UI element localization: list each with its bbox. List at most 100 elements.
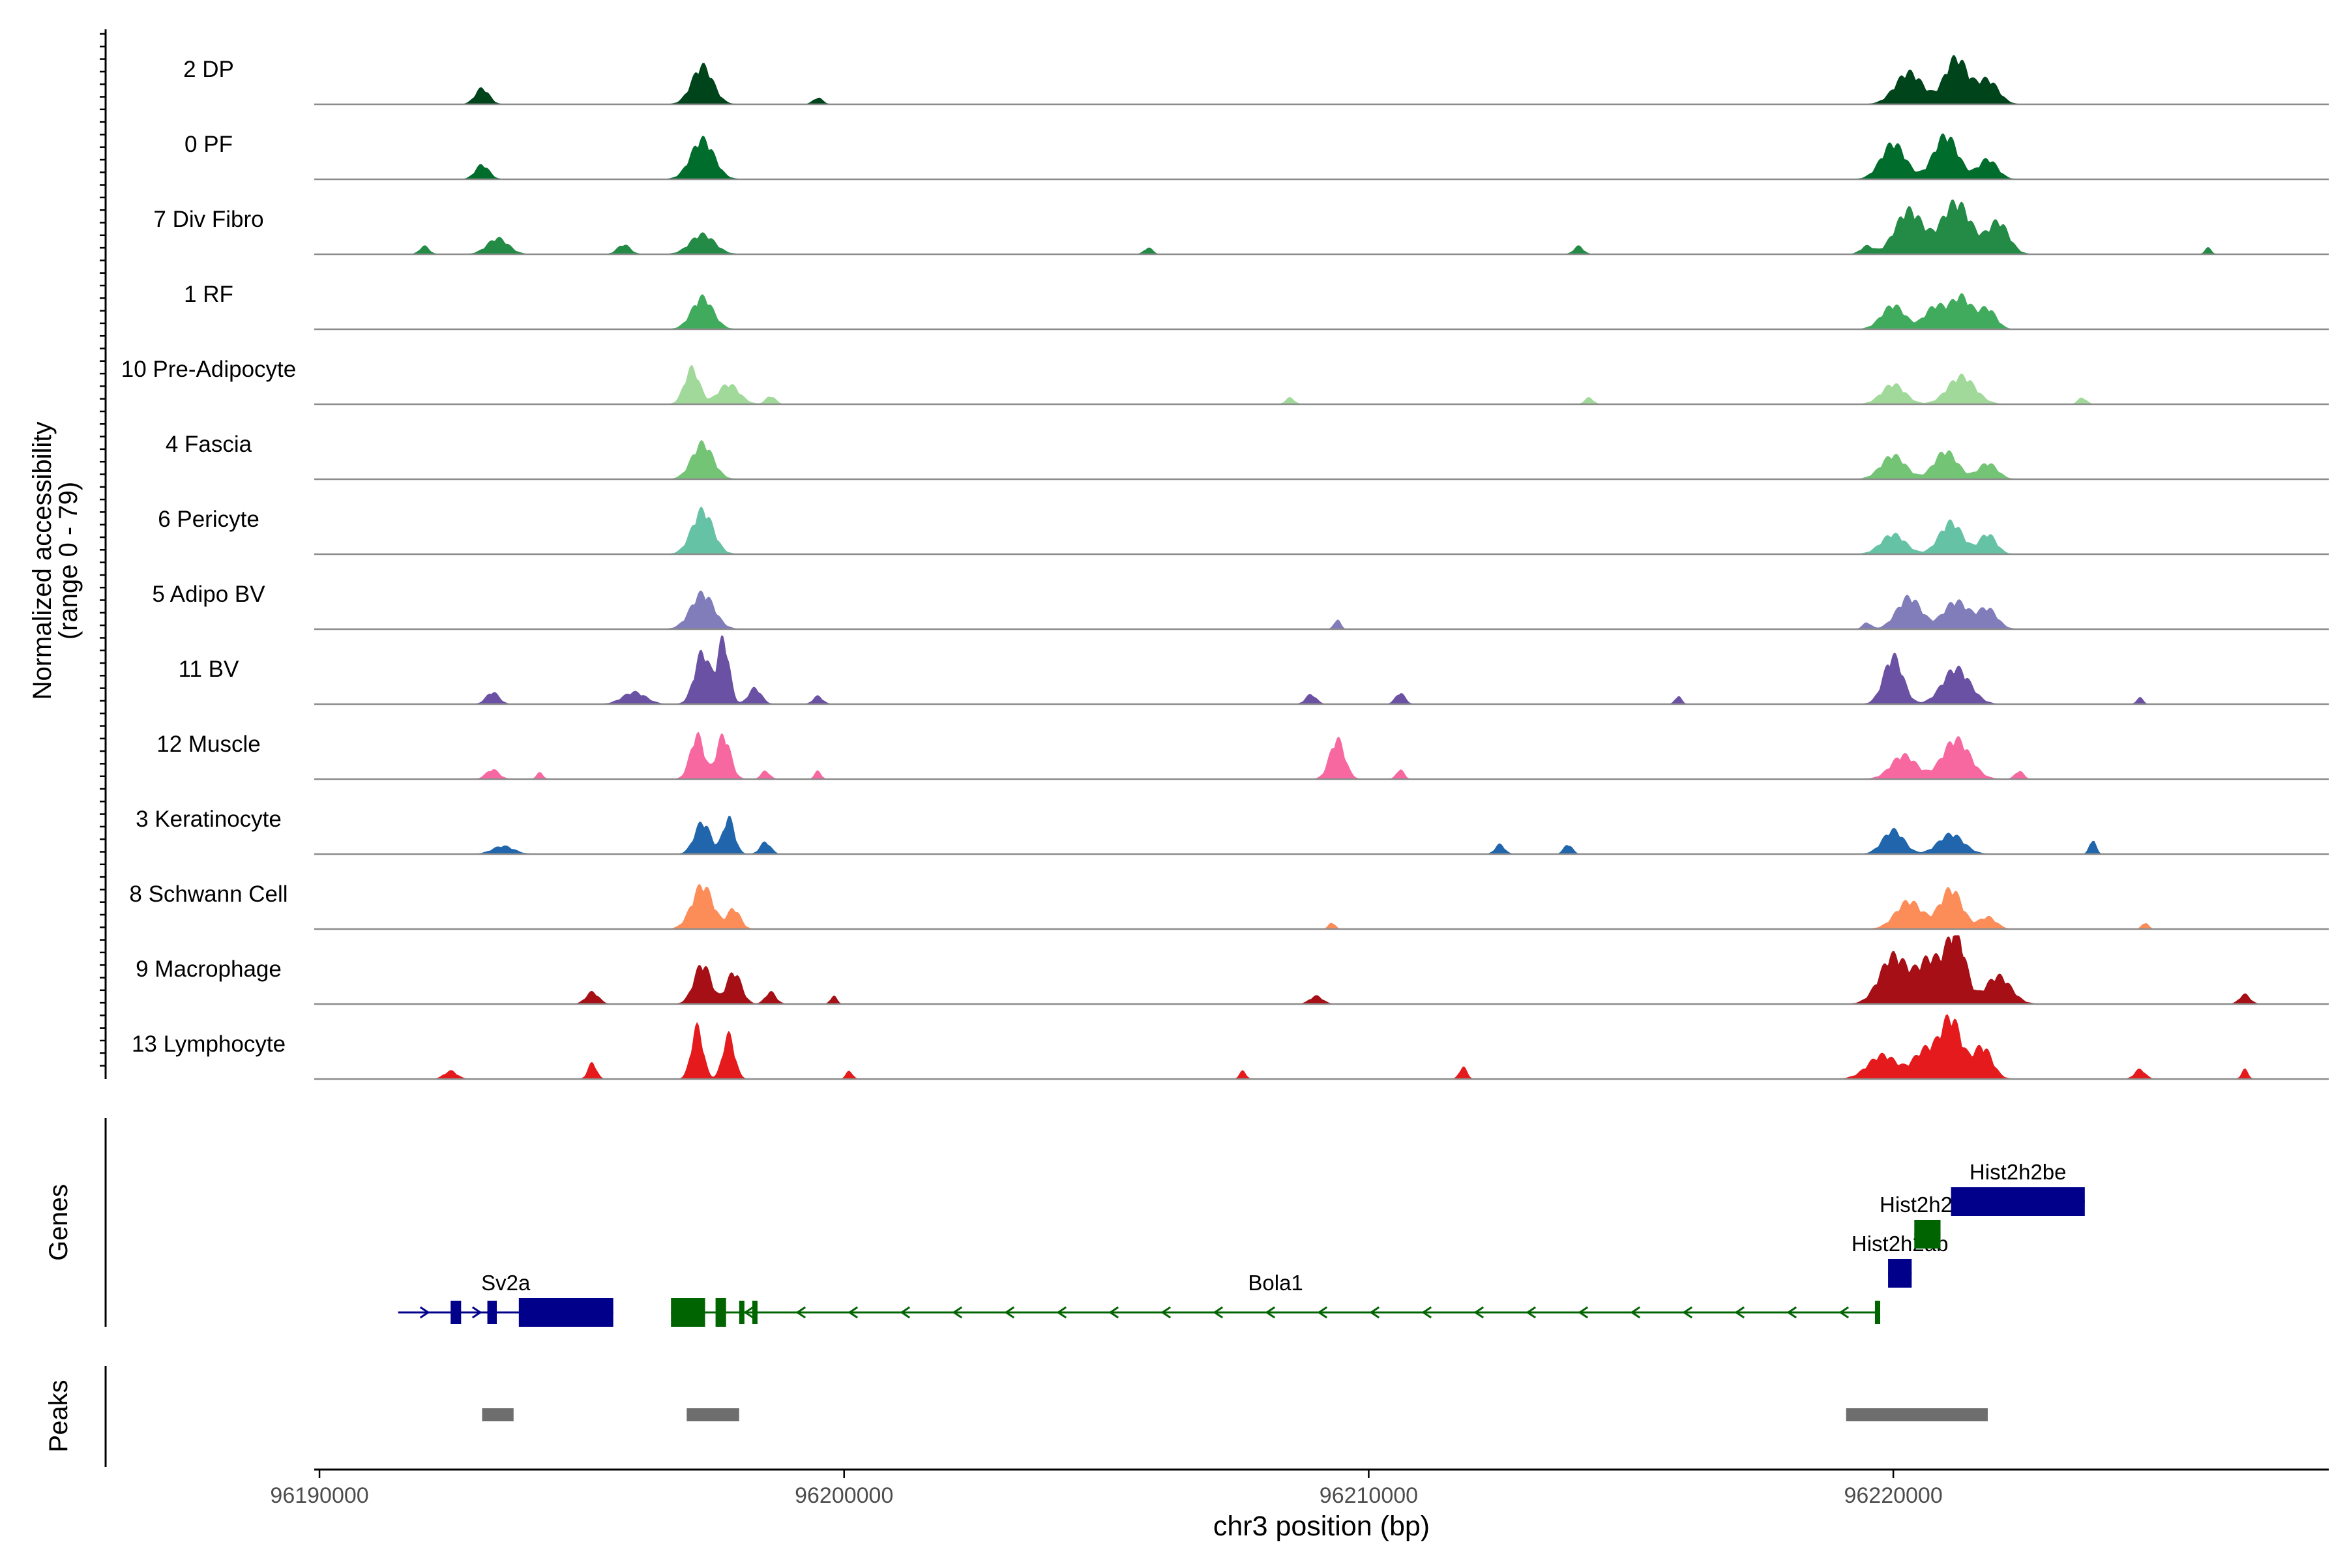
gene-exon [752,1301,758,1324]
strand-arrow [848,1306,859,1319]
y-axis-label-line1: Normalized accessibility [28,422,57,700]
coverage-track: 3 Keratinocyte [136,806,2329,855]
strand-arrow [795,1306,806,1319]
strand-arrow [1630,1306,1641,1319]
strand-arrow [1526,1306,1537,1319]
gene-exon [1888,1259,1912,1288]
gene-exon [518,1298,613,1327]
peaks-track: Peaks [44,1366,1988,1467]
track-label: 4 Fascia [166,432,252,457]
left-axis: Normalized accessibility (range 0 - 79) [28,29,107,1079]
strand-arrow [1473,1306,1484,1319]
gene-exon [1914,1220,1941,1249]
strand-arrow [1056,1306,1067,1319]
gene-label: Hist2h2be [1970,1160,2067,1184]
x-tick-label: 96190000 [270,1483,368,1508]
genes-track-label: Genes [44,1184,73,1261]
coverage-area [314,590,2329,630]
x-axis-title: chr3 position (bp) [1213,1511,1430,1542]
gene-bola1: Bola1 [671,1271,1880,1327]
coverage-area [314,199,2329,255]
gene-sv2a: Sv2a [398,1271,613,1327]
x-tick-label: 96220000 [1844,1483,1942,1508]
track-label: 9 Macrophage [136,956,282,982]
gene-exon [671,1298,705,1327]
coverage-track: 12 Muscle [156,732,2329,780]
peaks-track-label: Peaks [44,1380,73,1452]
peak-region [686,1408,739,1421]
coverage-area [314,364,2329,405]
coverage-area [314,55,2329,105]
track-label: 3 Keratinocyte [136,806,282,832]
coverage-area [314,935,2329,1005]
track-label: 8 Schwann Cell [129,881,288,907]
coverage-track: 13 Lymphocyte [132,1014,2329,1080]
coverage-area [314,1014,2329,1080]
strand-arrow [1213,1306,1224,1319]
gene-exon [715,1298,726,1327]
coverage-track: 6 Pericyte [158,506,2329,555]
x-axis: chr3 position (bp) 96190000 96200000 96210… [270,1468,2329,1542]
coverage-area [314,816,2329,855]
strand-arrow [1160,1306,1172,1319]
coverage-track: 1 RF [184,282,2329,331]
coverage-track: 4 Fascia [166,432,2329,481]
strand-arrow [1369,1306,1380,1319]
track-label: 11 BV [179,657,239,682]
strand-arrow [1578,1306,1589,1319]
coverage-track: 5 Adipo BV [152,582,2329,630]
peak-region [482,1408,514,1421]
gene-label: Bola1 [1248,1271,1303,1295]
strand-arrow [1265,1306,1276,1319]
coverage-area [314,133,2329,180]
track-label: 7 Div Fibro [153,207,263,232]
strand-arrow [1317,1306,1328,1319]
x-tick-label: 96200000 [795,1483,893,1508]
coverage-track: 9 Macrophage [136,935,2329,1005]
gene-exon [487,1301,497,1324]
coverage-track: 2 DP [183,55,2329,106]
coverage-area [314,506,2329,555]
coverage-area [314,635,2329,705]
track-label: 1 RF [184,282,233,307]
track-label: 2 DP [183,57,234,82]
coverage-area [314,439,2329,480]
track-label: 0 PF [185,132,233,157]
coverage-track: 7 Div Fibro [153,199,2329,256]
strand-arrow [900,1306,911,1319]
strand-arrow [1734,1306,1745,1319]
strand-arrow [1421,1306,1432,1319]
gene-exon [450,1301,462,1324]
track-label: 10 Pre-Adipocyte [121,357,296,382]
strand-arrow [1108,1306,1119,1319]
strand-arrow [952,1306,963,1319]
track-label: 12 Muscle [156,732,261,757]
x-tick-label: 96210000 [1320,1483,1418,1508]
gene-hist2h2be: Hist2h2be [1951,1160,2085,1216]
coverage-axis-ticks [100,33,106,1067]
peak-region [1846,1408,1988,1421]
strand-arrow [419,1306,430,1319]
gene-label: Sv2a [481,1271,531,1295]
y-axis-label-line2: (range 0 - 79) [54,482,83,640]
strand-arrow [1838,1306,1850,1319]
coverage-track: 0 PF [185,132,2329,181]
coverage-tracks: 2 DP 0 PF 7 Div Fibro 1 RF 10 Pre-Adipocyte 4… [121,55,2329,1080]
coverage-area [314,293,2329,330]
gene-exon [739,1301,745,1324]
coverage-area [314,732,2329,780]
strand-arrow [1004,1306,1015,1319]
gene-exon [1951,1187,2085,1216]
strand-arrow [743,1306,754,1319]
strand-arrow [1682,1306,1693,1319]
coverage-track: 11 BV [179,635,2329,705]
strand-arrow [471,1306,482,1319]
coverage-track: 8 Schwann Cell [129,881,2329,930]
gene-annotation-track: Genes Sv2a Bola1Hist2h2abHist2h2acHist2h2… [44,1118,2085,1327]
coverage-track: 10 Pre-Adipocyte [121,357,2329,406]
strand-arrow [1786,1306,1797,1319]
track-label: 5 Adipo BV [152,582,265,607]
track-label: 6 Pericyte [158,507,259,532]
